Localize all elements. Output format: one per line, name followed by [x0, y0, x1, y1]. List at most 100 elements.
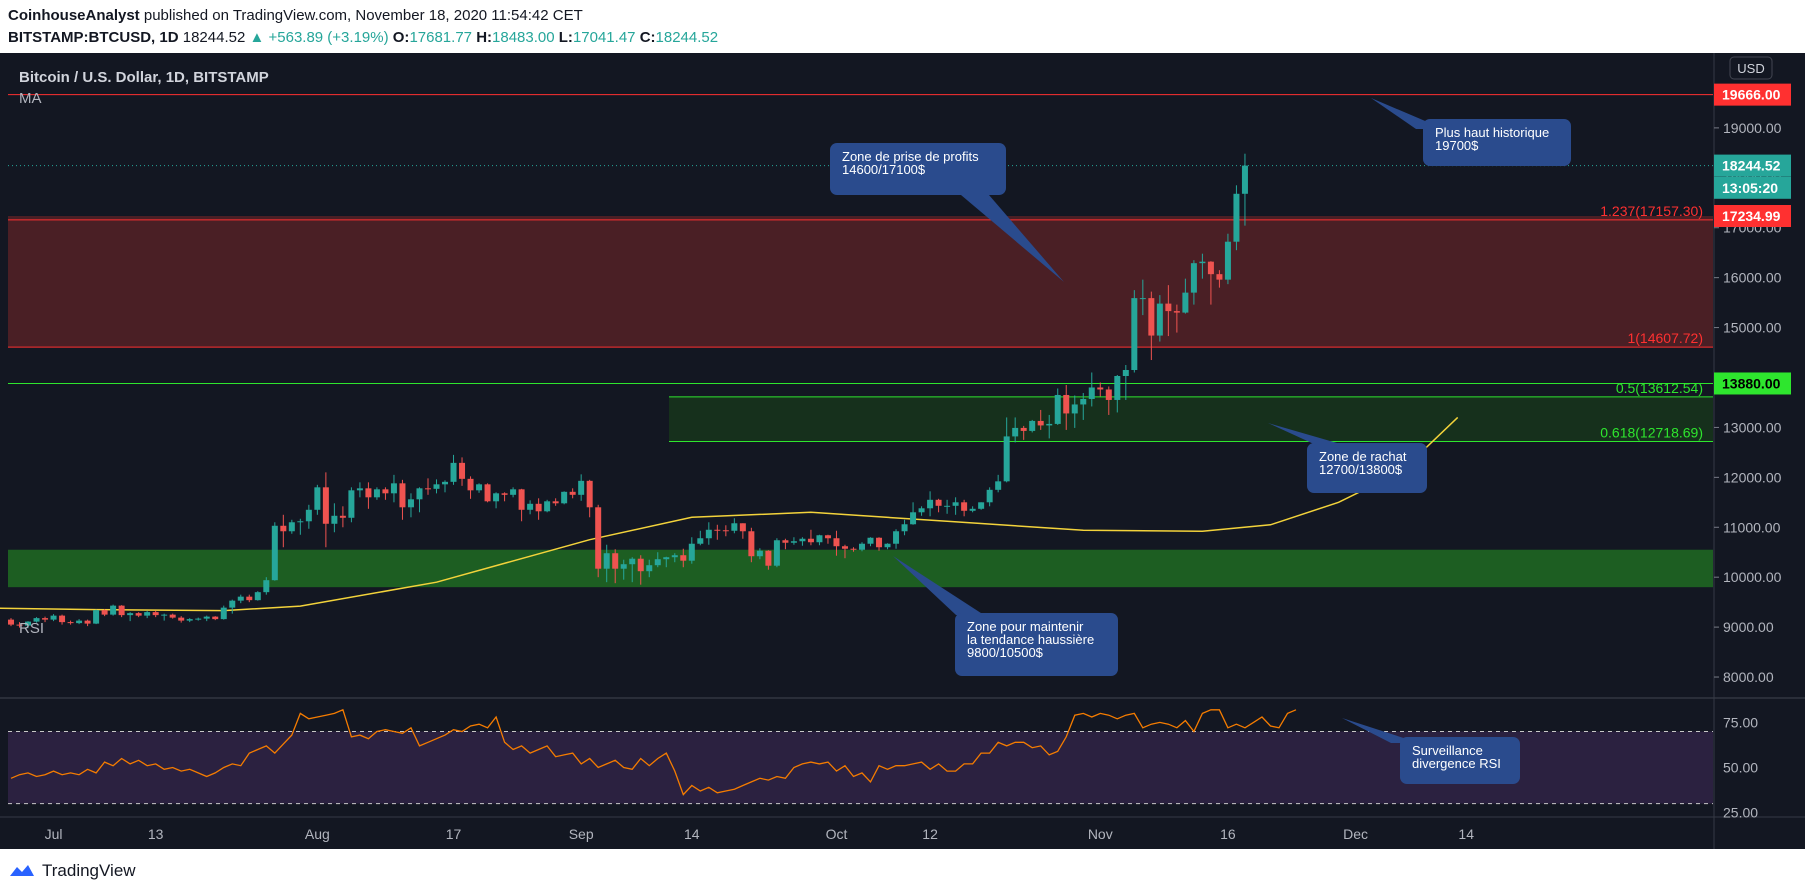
- candle[interactable]: [16, 622, 23, 628]
- candles-layer[interactable]: [8, 153, 1248, 629]
- candle[interactable]: [1114, 375, 1121, 413]
- candle[interactable]: [603, 544, 610, 583]
- candle[interactable]: [195, 617, 202, 621]
- candle[interactable]: [161, 613, 168, 621]
- candle[interactable]: [467, 476, 474, 499]
- candle[interactable]: [399, 479, 406, 520]
- candle[interactable]: [416, 487, 423, 513]
- candle[interactable]: [1054, 388, 1061, 425]
- candle[interactable]: [152, 610, 159, 618]
- candle[interactable]: [790, 537, 797, 545]
- candle[interactable]: [356, 482, 363, 498]
- candle[interactable]: [322, 472, 329, 548]
- candle[interactable]: [442, 480, 449, 493]
- currency-button[interactable]: [1729, 56, 1773, 80]
- rsi-indicator-label[interactable]: RSI: [19, 620, 44, 637]
- candle[interactable]: [1029, 419, 1036, 433]
- candle[interactable]: [314, 484, 321, 515]
- candle[interactable]: [271, 522, 278, 581]
- candle[interactable]: [561, 491, 568, 505]
- candle[interactable]: [927, 491, 934, 517]
- candle[interactable]: [1241, 153, 1248, 226]
- candle[interactable]: [544, 499, 551, 513]
- rsi-line[interactable]: [10, 708, 1297, 796]
- candle[interactable]: [1148, 291, 1155, 361]
- candle[interactable]: [424, 478, 431, 495]
- candle[interactable]: [569, 488, 576, 499]
- candle[interactable]: [135, 612, 142, 618]
- candle[interactable]: [969, 506, 976, 513]
- candle[interactable]: [110, 604, 117, 616]
- candle[interactable]: [297, 518, 304, 535]
- candle[interactable]: [910, 502, 917, 525]
- candle[interactable]: [1012, 417, 1019, 443]
- candle[interactable]: [178, 616, 185, 623]
- candle[interactable]: [1003, 417, 1010, 483]
- candle[interactable]: [612, 549, 619, 584]
- candle[interactable]: [263, 577, 270, 595]
- candle[interactable]: [76, 619, 83, 625]
- candle[interactable]: [365, 482, 372, 509]
- candle[interactable]: [237, 594, 244, 604]
- price-tag[interactable]: 19666.00: [1714, 83, 1791, 106]
- candle[interactable]: [42, 616, 49, 623]
- candle[interactable]: [663, 556, 670, 568]
- candle[interactable]: [67, 620, 74, 625]
- candle[interactable]: [961, 499, 968, 517]
- candle[interactable]: [773, 538, 780, 568]
- candle[interactable]: [1097, 382, 1104, 397]
- candle[interactable]: [876, 537, 883, 551]
- candle[interactable]: [1139, 279, 1146, 316]
- candle[interactable]: [884, 543, 891, 550]
- candle[interactable]: [1173, 304, 1180, 333]
- candle[interactable]: [510, 487, 517, 498]
- ma-indicator-label[interactable]: MA: [19, 90, 42, 107]
- candle[interactable]: [373, 487, 380, 500]
- candle[interactable]: [833, 530, 840, 556]
- candle[interactable]: [331, 503, 338, 533]
- candle[interactable]: [186, 618, 193, 623]
- chart-area[interactable]: 1.237(17157.30) 1(14607.72) 0.5(13612.54) 0…: [0, 53, 1805, 849]
- candle[interactable]: [799, 537, 806, 546]
- candle[interactable]: [1063, 384, 1070, 430]
- candle[interactable]: [859, 542, 865, 552]
- candle[interactable]: [433, 479, 440, 494]
- candle[interactable]: [501, 492, 508, 502]
- candle[interactable]: [1122, 365, 1129, 400]
- candle[interactable]: [807, 529, 814, 546]
- candle[interactable]: [33, 617, 40, 623]
- candle[interactable]: [50, 614, 57, 622]
- candle[interactable]: [59, 614, 66, 625]
- candle[interactable]: [697, 530, 704, 546]
- candle[interactable]: [1165, 285, 1172, 337]
- candle[interactable]: [756, 548, 763, 560]
- candle[interactable]: [705, 522, 712, 545]
- candle[interactable]: [84, 619, 91, 627]
- candle[interactable]: [935, 498, 942, 513]
- candle[interactable]: [1216, 270, 1223, 288]
- candle[interactable]: [637, 555, 644, 585]
- tradingview-logo[interactable]: TradingView: [8, 861, 136, 881]
- candle[interactable]: [280, 514, 287, 548]
- candle[interactable]: [1207, 261, 1214, 305]
- candle[interactable]: [8, 618, 14, 627]
- candle[interactable]: [1105, 386, 1112, 415]
- candle[interactable]: [1020, 425, 1027, 440]
- candle[interactable]: [348, 487, 355, 523]
- candle[interactable]: [1199, 253, 1206, 279]
- candle[interactable]: [944, 499, 951, 514]
- candle[interactable]: [714, 524, 721, 540]
- candle[interactable]: [841, 544, 848, 559]
- candle[interactable]: [578, 474, 585, 501]
- candle[interactable]: [101, 609, 108, 617]
- candle[interactable]: [127, 612, 134, 622]
- candle[interactable]: [986, 487, 993, 507]
- candle[interactable]: [484, 483, 491, 503]
- candle[interactable]: [646, 559, 653, 578]
- price-tag[interactable]: 18244.52: [1714, 154, 1791, 177]
- candle[interactable]: [654, 552, 661, 568]
- candle[interactable]: [1156, 295, 1163, 342]
- candle[interactable]: [203, 615, 210, 622]
- candle[interactable]: [1037, 409, 1044, 430]
